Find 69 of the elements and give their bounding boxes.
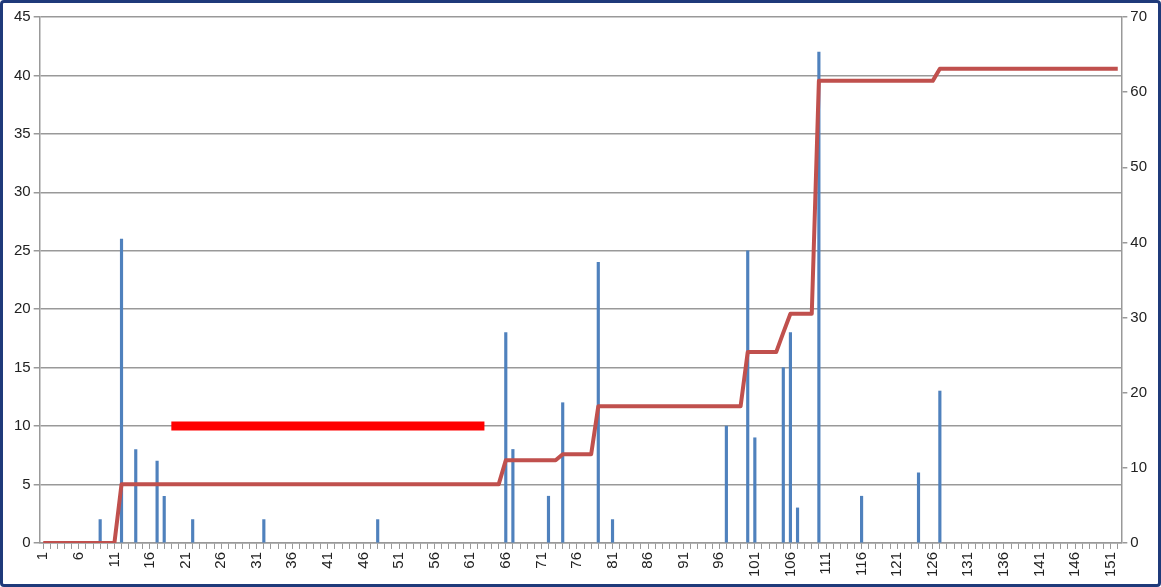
x-tick-label: 126 <box>922 551 940 577</box>
x-tick-label: 71 <box>531 551 549 569</box>
y-tick-label: 20 <box>14 299 31 317</box>
bar <box>376 519 380 543</box>
y-tick-label: 40 <box>14 65 31 83</box>
x-tick-label: 36 <box>282 551 300 569</box>
bar <box>546 495 551 543</box>
x-tick-label: 81 <box>602 551 620 569</box>
y2-tick-label: 10 <box>1130 457 1147 475</box>
bar <box>788 332 792 543</box>
y2-tick-label: 20 <box>1130 382 1147 400</box>
bar <box>191 519 195 543</box>
bar <box>504 332 508 543</box>
x-tick-label: 56 <box>424 551 442 569</box>
x-tick-label: 86 <box>638 551 656 569</box>
x-tick-label: 51 <box>389 551 407 569</box>
y-tick-label: 30 <box>14 182 31 200</box>
x-tick-label: 76 <box>567 551 585 569</box>
x-tick-label: 151 <box>1100 551 1118 577</box>
y-tick-label: 45 <box>14 7 31 25</box>
x-tick-label: 141 <box>1029 551 1047 577</box>
y2-tick-label: 50 <box>1130 157 1147 175</box>
bar <box>724 425 728 543</box>
y2-tick-label: 30 <box>1130 307 1147 325</box>
y2-tick-label: 40 <box>1130 232 1147 250</box>
x-tick-label: 146 <box>1065 551 1083 577</box>
x-tick-label: 111 <box>816 551 834 575</box>
x-tick-label: 131 <box>958 551 976 577</box>
x-tick-label: 106 <box>780 551 798 577</box>
x-tick-label: 96 <box>709 551 727 569</box>
bar <box>162 495 166 543</box>
x-tick-label: 66 <box>495 551 513 569</box>
y-tick-label: 5 <box>22 474 31 492</box>
bar <box>795 507 800 543</box>
y-tick-label: 0 <box>22 533 31 551</box>
y2-tick-label: 70 <box>1130 7 1147 25</box>
x-tick-label: 31 <box>246 551 264 569</box>
x-tick-label: 101 <box>744 551 762 577</box>
bar <box>860 495 864 543</box>
y-tick-label: 25 <box>14 240 31 258</box>
x-tick-label: 116 <box>851 551 869 576</box>
bar <box>134 449 138 543</box>
x-tick-label: 41 <box>318 551 336 569</box>
bar <box>938 390 942 543</box>
bar <box>753 437 757 543</box>
x-tick-label: 16 <box>140 551 158 569</box>
x-tick-label: 1 <box>33 551 51 561</box>
x-tick-label: 91 <box>673 551 691 569</box>
x-tick-label: 21 <box>175 551 193 569</box>
y-tick-label: 15 <box>14 357 31 375</box>
bar <box>916 472 921 543</box>
x-tick-label: 121 <box>887 551 905 577</box>
y2-tick-label: 0 <box>1130 533 1139 551</box>
bar <box>781 367 785 543</box>
x-tick-label: 11 <box>104 551 122 568</box>
bar <box>596 262 600 543</box>
x-tick-label: 6 <box>68 551 86 561</box>
x-tick-label: 46 <box>353 551 371 569</box>
x-tick-label: 26 <box>211 551 229 569</box>
y2-tick-label: 60 <box>1130 82 1147 100</box>
bar <box>511 449 515 543</box>
x-tick-label: 136 <box>994 551 1012 577</box>
y-tick-label: 35 <box>14 124 31 142</box>
bar <box>610 519 615 543</box>
bar <box>155 460 159 543</box>
bar <box>262 519 266 543</box>
bar <box>561 402 565 543</box>
y-tick-label: 10 <box>14 416 31 434</box>
x-tick-label: 61 <box>460 551 478 569</box>
